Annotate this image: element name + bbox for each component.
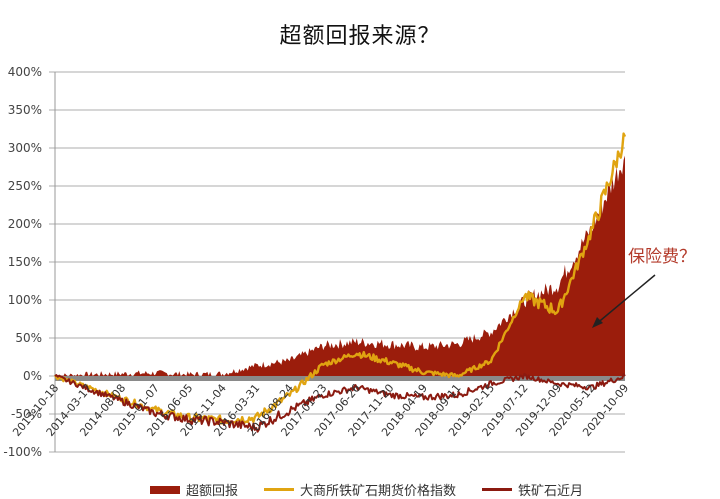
legend-label: 大商所铁矿石期货价格指数 bbox=[300, 484, 457, 499]
x-axis: 2013-10-182014-03-172014-08-082015-01-07… bbox=[10, 382, 631, 439]
y-tick-label: 150% bbox=[8, 255, 42, 269]
gridlines bbox=[49, 71, 625, 453]
legend-item-excess-return: 超额回报 bbox=[150, 480, 238, 499]
legend-item-near-month: 铁矿石近月 bbox=[482, 480, 583, 499]
annotation: 保险费？ bbox=[592, 247, 696, 328]
y-tick-label: 0% bbox=[23, 369, 42, 383]
y-tick-label: -50% bbox=[11, 407, 42, 421]
y-tick-label: 250% bbox=[8, 179, 42, 193]
annotation-arrow-icon bbox=[594, 274, 656, 326]
y-tick-label: 400% bbox=[8, 65, 42, 79]
series-lines bbox=[53, 132, 627, 433]
zero-baseline bbox=[55, 376, 625, 381]
area-series bbox=[55, 155, 625, 376]
annotation-text: 保险费？ bbox=[628, 247, 696, 267]
legend-label: 超额回报 bbox=[186, 484, 239, 499]
area-swatch-icon bbox=[150, 485, 180, 494]
legend-label: 铁矿石近月 bbox=[518, 484, 584, 499]
line-swatch-icon bbox=[482, 488, 513, 491]
y-tick-label: 100% bbox=[8, 293, 42, 307]
line-swatch-icon bbox=[264, 488, 295, 491]
arrowhead-icon bbox=[592, 317, 603, 328]
y-tick-label: 300% bbox=[8, 141, 42, 155]
chart-title: 超额回报来源？ bbox=[279, 24, 441, 49]
y-tick-label: -100% bbox=[3, 445, 42, 459]
y-axis: 400% 350% 300% 250% 200% 150% 100% 50% 0% -50% -10… bbox=[3, 65, 56, 459]
y-tick-label: 50% bbox=[15, 331, 42, 345]
line-series bbox=[54, 372, 626, 433]
legend: 超额回报 大商所铁矿石期货价格指数 铁矿石近月 bbox=[150, 480, 583, 499]
excess-return-area bbox=[55, 155, 625, 376]
y-tick-label: 200% bbox=[8, 217, 42, 231]
y-tick-label: 350% bbox=[8, 103, 42, 117]
legend-item-dce-index: 大商所铁矿石期货价格指数 bbox=[264, 480, 456, 499]
